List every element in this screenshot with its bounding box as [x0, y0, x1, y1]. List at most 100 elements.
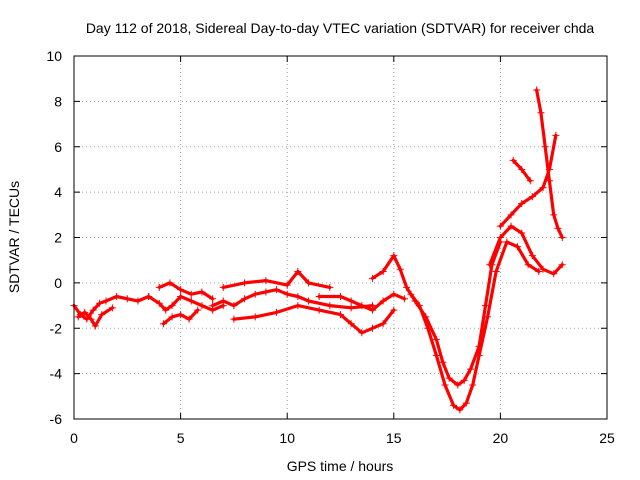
data-point — [407, 290, 415, 298]
series-satellite-track-2 — [74, 304, 116, 330]
data-point — [449, 401, 457, 409]
y-tick-label: 2 — [54, 230, 62, 246]
data-point — [194, 306, 202, 314]
y-tick-label: 4 — [54, 184, 62, 200]
data-point — [526, 177, 534, 185]
y-tick-label: 10 — [46, 48, 62, 64]
x-tick-label: 25 — [599, 430, 615, 446]
x-tick-label: 10 — [279, 430, 295, 446]
data-point — [96, 299, 104, 307]
data-point — [294, 292, 302, 300]
data-point — [456, 406, 464, 414]
data-point — [528, 193, 536, 201]
data-point — [469, 381, 477, 389]
data-point — [454, 381, 462, 389]
data-point — [481, 302, 489, 310]
data-point — [368, 274, 376, 282]
data-point — [185, 315, 193, 323]
data-point — [467, 365, 475, 373]
data-point — [251, 290, 259, 298]
data-point — [294, 268, 302, 276]
series-line — [157, 281, 215, 301]
data-point — [518, 199, 526, 207]
data-point — [160, 320, 168, 328]
data-point — [305, 279, 313, 287]
data-point — [554, 224, 562, 232]
data-point — [390, 252, 398, 260]
data-point — [102, 297, 110, 305]
data-point — [81, 308, 89, 316]
data-point — [528, 252, 536, 260]
series-satellite-track-14 — [509, 156, 534, 185]
data-point — [198, 302, 206, 310]
data-point — [358, 302, 366, 310]
data-point — [241, 295, 249, 303]
series-satellite-track-5 — [160, 306, 202, 328]
y-axis-ticks: -6 -4 -2 0 2 4 6 8 10 — [46, 48, 607, 427]
data-point — [162, 306, 170, 314]
data-point — [177, 292, 185, 300]
data-point — [283, 281, 291, 289]
data-point — [535, 268, 543, 276]
y-tick-label: 8 — [54, 93, 62, 109]
data-point — [91, 322, 99, 330]
data-point — [337, 292, 344, 300]
data-point — [219, 283, 227, 291]
data-point — [496, 222, 504, 230]
data-point — [533, 86, 541, 94]
data-point — [518, 229, 526, 237]
data-point — [108, 304, 116, 312]
data-point — [98, 311, 106, 319]
data-point — [403, 283, 411, 291]
series-satellite-track-11 — [407, 238, 543, 414]
data-point — [432, 336, 440, 344]
data-point — [539, 184, 547, 192]
data-point — [230, 315, 238, 323]
data-point — [539, 265, 547, 273]
data-point — [415, 302, 423, 310]
x-tick-label: 0 — [70, 430, 78, 446]
data-point — [475, 351, 483, 359]
data-point — [113, 292, 121, 300]
data-point — [326, 283, 334, 291]
data-point — [432, 351, 440, 359]
data-point — [545, 177, 553, 185]
data-point — [283, 290, 291, 298]
y-tick-label: -4 — [50, 366, 63, 382]
data-point — [518, 165, 526, 173]
data-point — [219, 297, 227, 305]
data-point — [400, 295, 408, 303]
series-satellite-track-4 — [155, 279, 217, 303]
data-point — [273, 308, 281, 316]
data-point — [507, 211, 515, 219]
x-tick-label: 20 — [493, 430, 509, 446]
data-point — [168, 313, 176, 321]
data-point — [155, 299, 163, 307]
grid — [74, 56, 607, 419]
data-point — [558, 234, 566, 241]
data-point — [347, 297, 355, 305]
data-point — [550, 270, 558, 278]
series-satellite-track-1 — [70, 292, 153, 323]
x-tick-label: 5 — [177, 430, 185, 446]
data-point — [424, 324, 432, 332]
data-point — [315, 306, 323, 314]
series-satellite-track-9 — [315, 290, 408, 314]
y-tick-label: 6 — [54, 139, 62, 155]
data-point — [509, 156, 517, 164]
data-point — [155, 283, 163, 291]
series-satellite-track-6 — [209, 286, 376, 312]
data-point — [166, 279, 174, 287]
data-point — [541, 143, 549, 151]
data-point — [358, 329, 366, 337]
data-point — [187, 297, 195, 305]
data-point — [262, 288, 270, 296]
data-point — [558, 261, 566, 269]
data-point — [134, 297, 142, 305]
data-point — [379, 268, 387, 276]
data-point — [503, 238, 511, 246]
x-tick-label: 15 — [386, 430, 402, 446]
series-line — [488, 224, 564, 276]
